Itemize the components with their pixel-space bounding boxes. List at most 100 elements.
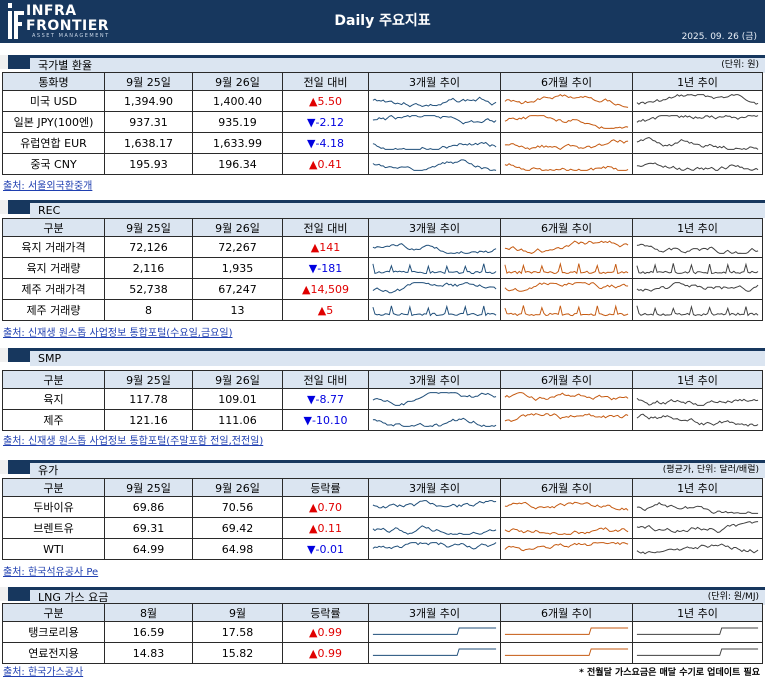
- source-link-lng[interactable]: 출처: 한국가스공사: [3, 667, 84, 678]
- sparkline-1y-cell: [632, 90, 763, 112]
- change-value: 0.70: [317, 500, 342, 514]
- sparkline-3m-cell: [368, 132, 501, 154]
- change-cell: ▲0.41: [282, 153, 369, 175]
- value-cell: 111.06: [192, 409, 283, 431]
- column-header: 3개월 추이: [368, 478, 501, 497]
- sparkline-1y-line: [636, 282, 759, 292]
- sparkline-3m-line: [372, 96, 497, 108]
- column-header: 1년 추이: [632, 370, 763, 389]
- sparkline-6m-cell: [500, 621, 633, 643]
- value-cell: 8: [104, 299, 193, 321]
- sparkline-1y-cell: [632, 257, 763, 279]
- change-cell: ▼-4.18: [282, 132, 369, 154]
- value-cell: 72,267: [192, 236, 283, 258]
- source-link-fx[interactable]: 출처: 서울외국환중개: [3, 181, 93, 192]
- sparkline-1y: [636, 243, 759, 254]
- column-header: 6개월 추이: [500, 370, 633, 389]
- table-row: 일본 JPY(100엔) 937.31 935.19 ▼-2.12: [2, 111, 763, 133]
- change-value: -2.12: [315, 115, 344, 129]
- column-header: 1년 추이: [632, 218, 763, 237]
- unit-note: (단위: 원): [721, 60, 759, 70]
- sparkline-1y-cell: [632, 236, 763, 258]
- value-cell: 69.86: [104, 496, 193, 518]
- table-row: 탱크로리용 16.59 17.58 ▲0.99: [2, 621, 763, 643]
- sparkline-6m-cell: [500, 132, 633, 154]
- sparkline-6m: [504, 413, 629, 422]
- column-header: 9월 25일: [104, 478, 193, 497]
- table-oil: 구분 9월 25일 9월 26일 등락률 3개월 추이 6개월 추이 1년 추이 두바이유 69…: [2, 478, 763, 560]
- section-title-text: SMP: [38, 352, 62, 365]
- value-cell: 1,394.90: [104, 90, 193, 112]
- sparkline-6m-line: [504, 413, 629, 422]
- section-title-lng: LNG 가스 요금 (단위: 원/MJ): [30, 590, 765, 605]
- row-label: 연료전지용: [2, 642, 105, 664]
- value-cell: 1,935: [192, 257, 283, 279]
- value-cell: 15.82: [192, 642, 283, 664]
- sparkline-1y-line: [636, 627, 759, 635]
- change-cell: ▲0.11: [282, 517, 369, 539]
- column-header: 등락률: [282, 478, 369, 497]
- row-label: 중국 CNY: [2, 153, 105, 175]
- value-cell: 1,400.40: [192, 90, 283, 112]
- report-date: 2025. 09. 26 (금): [681, 32, 757, 42]
- column-header: 구분: [2, 478, 105, 497]
- change-cell: ▼-181: [282, 257, 369, 279]
- change-cell: ▲5.50: [282, 90, 369, 112]
- section-accent: [0, 200, 8, 214]
- up-arrow-icon: ▲: [317, 303, 327, 317]
- row-label: 제주 거래가격: [2, 278, 105, 300]
- column-header: 구분: [2, 370, 105, 389]
- section-title-smp: SMP: [30, 351, 765, 366]
- column-header: 6개월 추이: [500, 218, 633, 237]
- sparkline-1y: [636, 648, 759, 656]
- change-cell: ▲141: [282, 236, 369, 258]
- sparkline-3m: [372, 525, 497, 535]
- change-value: 0.99: [317, 625, 342, 639]
- change-cell: ▼-10.10: [282, 409, 369, 431]
- value-cell: 52,738: [104, 278, 193, 300]
- source-link-rec[interactable]: 출처: 신재생 원스톱 사업정보 통합포털(수요일,금요일): [3, 328, 233, 339]
- sparkline-3m: [372, 417, 497, 427]
- column-header: 9월 25일: [104, 370, 193, 389]
- unit-note: (단위: 원/MJ): [707, 592, 759, 602]
- column-header: 9월 26일: [192, 478, 283, 497]
- sparkline-3m-line: [372, 115, 497, 125]
- sparkline-3m: [372, 627, 497, 635]
- sparkline-1y-cell: [632, 538, 763, 560]
- sparkline-3m: [372, 500, 497, 509]
- sparkline-3m-line: [372, 627, 497, 635]
- source-link-smp[interactable]: 출처: 신재생 원스톱 사업정보 통합포털(주말포함 전일,전전일): [3, 436, 264, 447]
- sparkline-6m-cell: [500, 409, 633, 431]
- sparkline-3m-line: [372, 542, 497, 550]
- source-link-oil[interactable]: 출처: 한국석유공사 Pe: [3, 567, 99, 578]
- column-header: 통화명: [2, 72, 105, 91]
- row-label: 두바이유: [2, 496, 105, 518]
- section-title-text: REC: [38, 204, 61, 217]
- sparkline-6m-line: [504, 501, 629, 511]
- table-smp: 구분 9월 25일 9월 26일 전일 대비 3개월 추이 6개월 추이 1년 추이 육지 11…: [2, 370, 763, 431]
- table-row: 미국 USD 1,394.90 1,400.40 ▲5.50: [2, 90, 763, 112]
- sparkline-1y: [636, 502, 759, 514]
- sparkline-3m-line: [372, 243, 497, 254]
- section-accent: [0, 587, 8, 601]
- sparkline-6m-cell: [500, 517, 633, 539]
- sparkline-1y: [636, 162, 759, 171]
- sparkline-3m-cell: [368, 153, 501, 175]
- sparkline-3m: [372, 96, 497, 108]
- column-header: 1년 추이: [632, 72, 763, 91]
- sparkline-6m-cell: [500, 257, 633, 279]
- table-rec: 구분 9월 25일 9월 26일 전일 대비 3개월 추이 6개월 추이 1년 추이 육지 거…: [2, 218, 763, 321]
- section-title-fx: 국가별 환율 (단위: 원): [30, 58, 765, 73]
- value-cell: 1,633.99: [192, 132, 283, 154]
- sparkline-3m: [372, 304, 497, 317]
- sparkline-1y-line: [636, 648, 759, 656]
- sparkline-1y: [636, 413, 759, 427]
- sparkline-6m-line: [504, 240, 629, 254]
- value-cell: 14.83: [104, 642, 193, 664]
- value-cell: 13: [192, 299, 283, 321]
- sparkline-1y-cell: [632, 388, 763, 410]
- column-header: 1년 추이: [632, 603, 763, 622]
- sparkline-6m-line: [504, 262, 629, 275]
- row-label: 제주 거래량: [2, 299, 105, 321]
- change-value: 14,509: [310, 282, 349, 296]
